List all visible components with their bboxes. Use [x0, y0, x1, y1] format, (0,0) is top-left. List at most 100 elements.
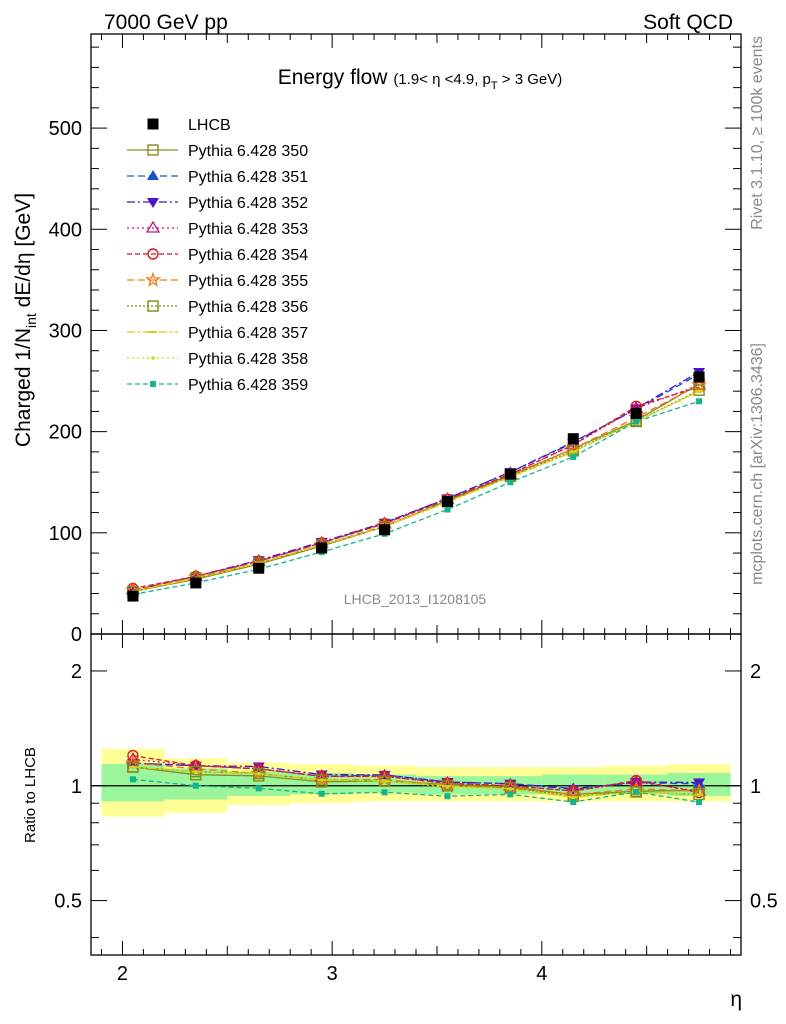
legend-marker — [150, 381, 156, 387]
legend-label: Pythia 6.428 351 — [188, 169, 308, 186]
data-point — [696, 398, 703, 405]
ratio-line — [132, 754, 700, 794]
x-tick-label: 2 — [117, 963, 128, 985]
lhcb-data-point — [567, 433, 579, 445]
series-line — [132, 384, 700, 591]
x-tick-label: 3 — [327, 963, 338, 985]
ratio-point — [507, 791, 514, 798]
data-point — [444, 506, 451, 513]
ratio-tick-label-right: 0.5 — [750, 891, 778, 913]
ratio-line — [132, 766, 700, 798]
chart-title: Energy flow (1.9< η <4.9, pT > 3 GeV) — [278, 66, 563, 92]
legend-entry-6: Pythia 6.428 355 — [127, 271, 308, 290]
ratio-point — [571, 795, 576, 800]
lhcb-data-point — [190, 577, 202, 589]
lhcb-data-point — [504, 468, 516, 480]
y-tick-label: 100 — [49, 523, 82, 545]
ratio-line — [132, 762, 700, 796]
y-tick-label: 300 — [49, 320, 82, 342]
analysis-id-label: LHCB_2013_I1208105 — [344, 591, 487, 607]
legend-entry-7: Pythia 6.428 356 — [127, 299, 308, 316]
header-left: 7000 GeV pp — [104, 11, 228, 34]
mc-series-6 — [124, 376, 708, 598]
ratio-point — [256, 771, 261, 776]
legend-marker — [147, 300, 159, 312]
data-point — [633, 418, 640, 425]
ratio-line — [132, 778, 700, 803]
series-line — [132, 400, 700, 596]
series-line — [132, 373, 700, 592]
mc-ratio-series-9 — [131, 765, 701, 800]
legend-marker — [147, 144, 159, 156]
legend-marker — [151, 356, 155, 360]
main-panel — [124, 367, 708, 602]
legend-marker — [145, 220, 161, 233]
legend-entry-lhcb: LHCB — [147, 117, 231, 134]
mc-series-7 — [127, 384, 705, 598]
ratio-point — [445, 785, 450, 789]
legend-entry-3: Pythia 6.428 352 — [127, 195, 308, 212]
uncertainty-band-inner — [101, 764, 165, 802]
svg-text:Charged 1/Nint dE/dη [GeV]: Charged 1/Nint dE/dη [GeV] — [12, 193, 39, 447]
legend: LHCB Pythia 6.428 350 Pythia 6.428 351 Pyth… — [127, 117, 308, 394]
legend-entry-2: Pythia 6.428 351 — [127, 169, 308, 186]
ratio-point — [570, 798, 577, 805]
ratio-point — [508, 787, 513, 791]
legend-entry-9: Pythia 6.428 358 — [127, 351, 308, 368]
legend-label: Pythia 6.428 356 — [188, 299, 308, 316]
lhcb-data-point — [693, 371, 705, 383]
x-tick-label: 4 — [536, 963, 547, 985]
axes-frames: 2 3 4 0 100 200 300 400 500 0.5 0.5 1 1 2 2 — [49, 33, 778, 985]
ratio-tick-label: 2 — [71, 661, 82, 683]
legend-label: Pythia 6.428 359 — [188, 377, 308, 394]
lhcb-data-point — [441, 495, 453, 507]
legend-marker — [144, 271, 162, 287]
legend-label: Pythia 6.428 353 — [188, 221, 308, 238]
legend-marker — [147, 170, 159, 180]
legend-marker — [147, 198, 159, 208]
mcplots-credit-label: mcplots.cern.ch [arXiv:1306.3436] — [749, 343, 766, 585]
lhcb-data-point — [253, 562, 265, 574]
ratio-point — [633, 788, 640, 795]
data-point — [570, 453, 577, 460]
legend-marker — [147, 248, 159, 260]
legend-label: Pythia 6.428 350 — [188, 143, 308, 160]
ratio-point — [319, 778, 324, 782]
series-line — [132, 383, 700, 593]
legend-label: Pythia 6.428 355 — [188, 273, 308, 290]
mc-ratio-series-10 — [129, 776, 703, 806]
mc-series-2 — [126, 367, 706, 595]
legend-entry-10: Pythia 6.428 359 — [127, 377, 308, 394]
ratio-point — [131, 765, 135, 769]
data-point — [507, 479, 514, 486]
lhcb-data-point — [127, 590, 139, 602]
mc-series-5 — [127, 381, 705, 595]
ratio-panel — [91, 748, 741, 817]
data-point — [691, 376, 708, 393]
legend-entry-4: Pythia 6.428 353 — [127, 220, 308, 238]
ratio-point — [444, 793, 451, 800]
ratio-point — [382, 779, 387, 783]
ratio-point — [381, 789, 388, 796]
ratio-point — [129, 776, 136, 783]
ratio-line — [132, 762, 700, 790]
y-tick-label: 0 — [71, 624, 82, 646]
legend-label: Pythia 6.428 354 — [188, 247, 308, 264]
ratio-point — [318, 790, 325, 797]
legend-marker — [147, 118, 159, 130]
ratio-point — [696, 799, 703, 806]
legend-entry-5: Pythia 6.428 354 — [127, 247, 308, 264]
header-right: Soft QCD — [643, 11, 733, 34]
lhcb-data-point — [316, 542, 328, 554]
mc-series-4 — [125, 377, 707, 595]
legend-label: Pythia 6.428 352 — [188, 195, 308, 212]
lhcb-data-point — [379, 524, 391, 536]
ratio-point — [194, 769, 198, 774]
legend-label: LHCB — [188, 117, 231, 134]
mc-series-10 — [129, 398, 703, 598]
series-line — [132, 371, 700, 592]
legend-label: Pythia 6.428 358 — [188, 351, 308, 368]
legend-entry-1: Pythia 6.428 350 — [127, 143, 308, 160]
series-line — [132, 390, 700, 593]
